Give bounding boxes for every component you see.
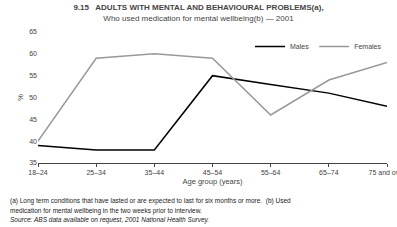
svg-text:%: % bbox=[16, 94, 25, 101]
svg-text:9.15 ADULTS WITH MENTAL AND: 9.15 ADULTS WITH MENTAL AND BEHAVIOURAL … bbox=[73, 3, 323, 22]
svg-text:35–44: 35–44 bbox=[145, 169, 165, 176]
svg-text:(a) Long term conditions that: (a) Long term conditions that have laste… bbox=[10, 197, 291, 205]
svg-text:Males: Males bbox=[290, 43, 309, 50]
svg-text:35: 35 bbox=[29, 159, 37, 166]
svg-text:55: 55 bbox=[29, 72, 37, 79]
svg-text:18–24: 18–24 bbox=[28, 169, 48, 176]
svg-text:45–54: 45–54 bbox=[203, 169, 223, 176]
svg-text:55–64: 55–64 bbox=[261, 169, 281, 176]
svg-text:65–74: 65–74 bbox=[319, 169, 339, 176]
svg-text:Age group (years): Age group (years) bbox=[182, 177, 243, 186]
svg-text:medication for mental wellbein: medication for mental wellbeing in the t… bbox=[10, 207, 202, 215]
svg-text:45: 45 bbox=[29, 116, 37, 123]
svg-text:40: 40 bbox=[29, 138, 37, 145]
svg-text:50: 50 bbox=[29, 94, 37, 101]
svg-text:60: 60 bbox=[29, 50, 37, 57]
svg-text:Females: Females bbox=[354, 43, 381, 50]
svg-text:25–34: 25–34 bbox=[86, 169, 106, 176]
svg-text:75 and over: 75 and over bbox=[369, 169, 397, 176]
svg-text:65: 65 bbox=[29, 28, 37, 35]
svg-text:Source: ABS data available on: Source: ABS data available on request, 2… bbox=[10, 216, 209, 224]
